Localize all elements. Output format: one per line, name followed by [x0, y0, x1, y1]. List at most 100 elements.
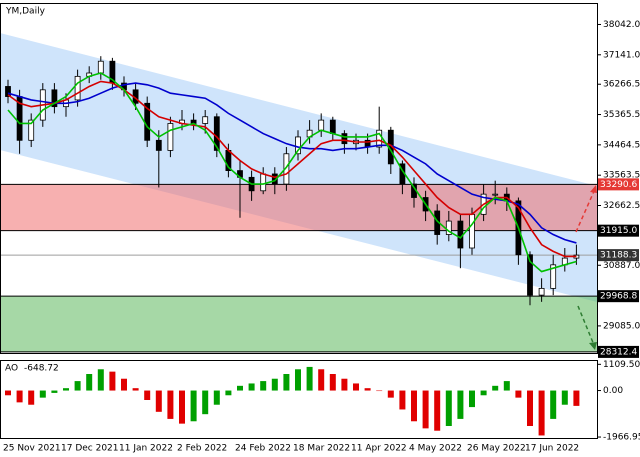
candle-body: [492, 193, 499, 196]
up-arrow-head: [590, 185, 597, 193]
candle-body: [202, 116, 209, 124]
ao-bar: [225, 390, 232, 396]
ao-bar: [97, 369, 104, 391]
ao-bar: [271, 378, 278, 391]
ao-bar: [387, 390, 394, 398]
candle-body: [28, 119, 35, 141]
zone: [0, 296, 597, 352]
x-tick-label: 2 Feb 2022: [177, 444, 227, 454]
x-tick-label: 17 Jun 2022: [525, 444, 579, 454]
ao-bar: [295, 369, 301, 391]
ao-bar: [457, 390, 464, 419]
ao-bar: [469, 390, 475, 408]
x-tick-label: 11 Apr 2022: [351, 444, 407, 454]
ao-bar: [318, 369, 325, 391]
ao-bar: [202, 390, 209, 415]
candle-body: [538, 287, 545, 296]
ao-bar: [341, 378, 348, 391]
level-label-box: [598, 178, 639, 191]
y-tick-label: 37141.0: [603, 50, 640, 60]
level-label: 31915.0: [600, 226, 637, 236]
y-tick-label: 35365.5: [603, 110, 640, 120]
down-arrow-head: [589, 342, 597, 350]
price-panel: [0, 33, 597, 353]
up-arrow: [575, 188, 596, 233]
ao-bar: [492, 385, 499, 391]
ao-bar: [399, 390, 406, 410]
ao-bar: [5, 390, 11, 396]
candle-body: [295, 136, 301, 155]
x-tick-label: 25 Nov 2021: [3, 444, 61, 454]
ao-bar: [283, 374, 290, 391]
x-tick-label: 4 May 2022: [409, 444, 462, 454]
level-label: 28312.4: [600, 347, 637, 357]
ao-bar: [515, 390, 522, 398]
y-tick-label: 0.00: [603, 386, 623, 396]
candle-body: [329, 119, 336, 134]
ao-bar: [179, 390, 185, 424]
ao-bar: [86, 374, 93, 391]
y-tick-label: 29085.0: [603, 321, 640, 331]
ao-bar: [527, 390, 533, 426]
candle-body: [318, 119, 325, 131]
plot: [5, 56, 580, 306]
ao-bar: [132, 388, 139, 391]
ao-bar: [155, 390, 162, 412]
ao-bar: [306, 366, 313, 391]
candle-body: [155, 139, 162, 151]
zones: [0, 183, 597, 353]
x-tick-label: 11 Jan 2022: [119, 444, 173, 454]
ao-bar: [51, 390, 58, 393]
candle-body: [213, 116, 220, 151]
ao-bar: [480, 390, 487, 396]
ao-frame: [0, 360, 598, 439]
candle-body: [51, 89, 58, 108]
candle-body: [97, 60, 104, 74]
x-tick-label: 26 May 2022: [467, 444, 526, 454]
ao-name: AO: [5, 364, 18, 374]
y-tick-label: 30887.0: [603, 261, 640, 271]
ma-line: [7, 72, 577, 273]
ao-bar: [63, 388, 69, 391]
ao-bar: [248, 383, 255, 391]
level-label-box: [598, 290, 639, 303]
candle-body: [445, 220, 452, 235]
current-price-label: 31188.3: [600, 251, 637, 261]
current-price-box: [598, 249, 639, 262]
candle-body: [376, 129, 383, 148]
ma-line: [7, 82, 577, 244]
ao-bar: [422, 390, 429, 429]
x-tick-label: 17 Dec 2021: [61, 444, 119, 454]
ao-bar: [167, 390, 174, 419]
candle-body: [527, 254, 533, 296]
ao-bar: [109, 371, 116, 391]
ao-bar: [213, 390, 220, 405]
candle-body: [469, 213, 475, 249]
candle-body: [341, 133, 348, 145]
y-tick-label: 33563.5: [603, 171, 640, 181]
level-label: 33290.6: [600, 180, 637, 190]
y-tick-label: 1109.50: [603, 360, 640, 370]
zone: [0, 184, 597, 231]
ao-bar: [121, 378, 127, 391]
ao-current: -648.72: [24, 364, 59, 374]
ao-bar: [260, 381, 267, 391]
candle-body: [550, 264, 557, 289]
ao-bar: [28, 390, 35, 405]
ao-bar: [190, 390, 197, 422]
x-tick-label: 24 Feb 2022: [235, 444, 291, 454]
ao-bar: [16, 390, 23, 403]
ao-bar: [353, 383, 359, 391]
y-tick-label: 32662.5: [603, 201, 640, 211]
candle-body: [457, 220, 464, 249]
y-tick-label: -1966.95: [603, 433, 640, 443]
ao-bar: [503, 381, 510, 391]
ao-bar: [411, 390, 417, 422]
level-label-box: [598, 345, 639, 358]
down-arrow: [577, 305, 595, 346]
candle-body: [167, 123, 174, 151]
candle-body: [260, 173, 267, 192]
ao-bar: [445, 390, 452, 426]
y-tick-label: 38042.0: [603, 20, 640, 30]
y-tick-label: 34464.5: [603, 140, 640, 150]
